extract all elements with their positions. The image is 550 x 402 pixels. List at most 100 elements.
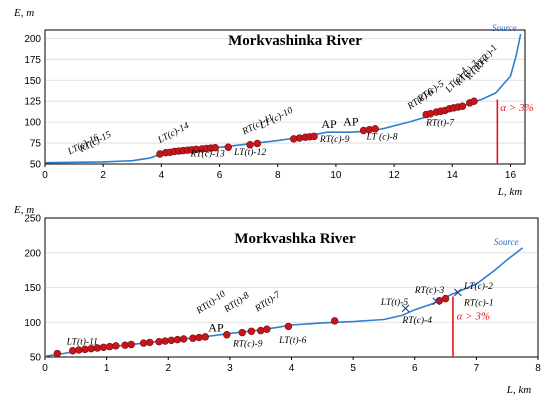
plot-frame: [44, 217, 539, 358]
tributary-point: [139, 339, 148, 347]
x-axis-label: L, km: [497, 186, 523, 198]
tributary-point: [256, 326, 265, 335]
tributary-point: [310, 132, 318, 141]
x-tick-label: 4: [159, 170, 165, 181]
tributary-point: [189, 334, 197, 342]
y-tick-label: 200: [24, 34, 41, 45]
chart-panel-top: 50 75 100 125 150 175 200 0 2 4 6 8 10 12 14 16 E, m L, k…: [13, 7, 534, 198]
x-tick-label: 8: [535, 363, 541, 374]
tributary-label: LT(c)-2: [463, 281, 493, 292]
tributary-point: [223, 331, 231, 339]
tributary-label: LT(c)-14: [155, 120, 191, 146]
ap-label: AP: [208, 320, 224, 334]
x-tick-label: 6: [412, 363, 418, 374]
ap-label: AP: [321, 117, 337, 131]
tributary-point: [371, 125, 379, 133]
x-tick-label: 2: [165, 363, 171, 374]
chart-title: Morkvashinka River: [228, 33, 362, 49]
tributary-label: RT(c)-13: [189, 148, 225, 159]
tributary-point: [106, 342, 114, 351]
tributary-point: [146, 338, 154, 347]
tributary-point: [99, 343, 108, 351]
source-label: Source: [494, 237, 519, 247]
tributary-label: LT(t)-12: [233, 147, 266, 158]
y-tick-label: 125: [24, 97, 41, 108]
x-tick-label: 16: [505, 170, 517, 181]
tributary-point: [53, 349, 62, 358]
x-tick-label: 2: [100, 170, 106, 181]
tributary-point: [75, 346, 83, 354]
tributary-point: [112, 342, 120, 350]
tributary-label: RT(t)-7: [425, 117, 455, 128]
ap-label: AP: [343, 114, 359, 128]
x-axis-label: L, km: [506, 384, 532, 396]
tributary-point: [253, 139, 262, 148]
tributary-label: RT(c)-3: [414, 285, 445, 296]
y-tick-label: 200: [24, 248, 41, 259]
y-tick-label: 100: [24, 318, 41, 329]
chart-panel-bottom: 50 100 150 200 250 0 1 2 3 4 5 6 7 8 E, m L, km Morkvash…: [13, 204, 541, 396]
tributary-point: [458, 102, 467, 110]
threshold-label: α > 3%: [500, 102, 533, 114]
y-tick-label: 150: [24, 283, 41, 294]
tributary-label: LT(t)-6: [278, 335, 307, 346]
x-tick-label: 6: [217, 170, 223, 181]
cross-marker: [453, 288, 462, 297]
tributary-point: [441, 294, 450, 303]
chart-title: Morkvashka River: [234, 231, 356, 247]
x-tick-label: 0: [42, 170, 48, 181]
x-tick-label: 14: [447, 170, 459, 181]
y-axis-label: E, m: [13, 204, 34, 216]
tributary-point: [195, 333, 203, 342]
tributary-label: LT(t)-5: [380, 297, 409, 308]
source-label: Source: [492, 23, 517, 33]
tributary-point: [179, 335, 188, 343]
cross-marker: [432, 297, 441, 306]
tributary-point: [224, 143, 232, 151]
tributary-label: LT (c)-8: [365, 132, 397, 143]
cross-marker: [401, 304, 410, 313]
tributary-label: RT(c)-4: [401, 315, 432, 326]
tributary-point: [246, 141, 254, 149]
y-tick-label: 75: [30, 139, 42, 150]
tributary-point: [247, 327, 256, 335]
x-tick-label: 4: [289, 363, 295, 374]
tributary-point: [330, 317, 339, 325]
tributary-point: [155, 338, 163, 346]
tributary-point: [173, 335, 182, 344]
tributary-point: [211, 143, 219, 152]
tributary-point: [263, 325, 271, 333]
y-axis-label: E, m: [13, 7, 34, 19]
x-tick-label: 1: [104, 363, 110, 374]
tributary-point: [284, 322, 293, 331]
tributary-point: [167, 336, 176, 345]
tributary-point: [121, 341, 129, 349]
y-tick-label: 100: [24, 118, 41, 129]
tributary-point: [201, 333, 209, 341]
x-tick-label: 7: [474, 363, 480, 374]
x-tick-label: 3: [227, 363, 233, 374]
tributary-label: RT(c)-1: [472, 42, 500, 72]
tributary-label: RT(t)-8: [221, 290, 251, 316]
y-tick-label: 175: [24, 55, 41, 66]
x-tick-label: 5: [350, 363, 356, 374]
x-tick-label: 8: [275, 170, 281, 181]
tributary-label: LT(t)-11: [66, 336, 98, 347]
y-tick-label: 150: [24, 76, 41, 87]
y-tick-label: 50: [30, 160, 42, 171]
cross-stroke: [432, 297, 441, 306]
tributary-point: [470, 97, 478, 105]
cross-stroke: [453, 288, 462, 297]
tributary-point: [69, 347, 77, 355]
tributary-label: RT(t)-7: [252, 289, 283, 315]
tributary-point: [161, 337, 169, 345]
tributary-point: [238, 328, 246, 337]
y-tick-label: 250: [24, 214, 41, 225]
x-tick-label: 12: [389, 170, 401, 181]
cross-stroke: [401, 304, 410, 313]
y-tick-label: 50: [30, 353, 42, 364]
x-tick-label: 10: [330, 170, 342, 181]
threshold-label: α > 3%: [457, 310, 490, 322]
tributary-point: [127, 340, 135, 349]
